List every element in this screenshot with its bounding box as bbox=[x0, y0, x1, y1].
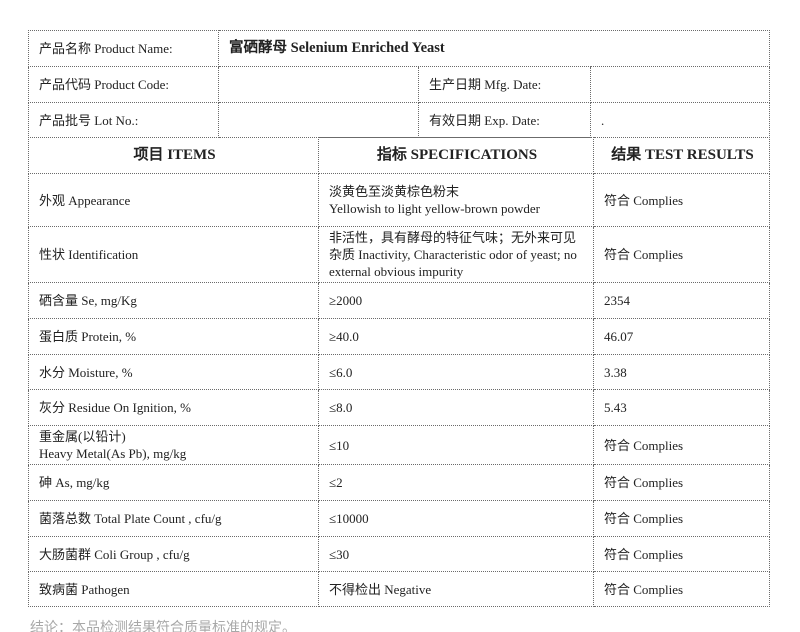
specifications-header: 指标 SPECIFICATIONS bbox=[318, 137, 594, 174]
result-cell: 符合 Complies bbox=[593, 173, 770, 227]
results-header: 结果 TEST RESULTS bbox=[593, 137, 770, 174]
product-code-value bbox=[218, 66, 419, 103]
spec-cell: 非活性，具有酵母的特征气味；无外来可见杂质 Inactivity, Charac… bbox=[318, 226, 594, 283]
item-cell: 硒含量 Se, mg/Kg bbox=[28, 282, 319, 319]
spec-line-cn: 淡黄色至淡黄棕色粉末 bbox=[329, 184, 460, 199]
result-cell: 5.43 bbox=[593, 389, 770, 426]
item-cell: 大肠菌群 Coli Group , cfu/g bbox=[28, 536, 319, 572]
lot-no-row: 产品批号 Lot No.: 有效日期 Exp. Date: . bbox=[28, 102, 771, 138]
item-cell: 致病菌 Pathogen bbox=[28, 571, 319, 607]
result-cell: 3.38 bbox=[593, 354, 770, 390]
result-cell: 46.07 bbox=[593, 318, 770, 355]
exp-date-value: . bbox=[589, 102, 771, 138]
table-row-selenium: 硒含量 Se, mg/Kg ≥2000 2354 bbox=[28, 282, 770, 319]
product-name-value: 富硒酵母 Selenium Enriched Yeast bbox=[217, 30, 771, 67]
item-cell: 灰分 Residue On Ignition, % bbox=[28, 389, 319, 426]
table-row-residue: 灰分 Residue On Ignition, % ≤8.0 5.43 bbox=[28, 389, 770, 426]
lot-no-value bbox=[218, 102, 419, 138]
result-cell: 符合 Complies bbox=[593, 500, 770, 537]
spec-cell: ≤2 bbox=[318, 464, 594, 501]
mfg-date-value bbox=[589, 66, 771, 103]
item-cell: 菌落总数 Total Plate Count , cfu/g bbox=[28, 500, 319, 537]
spec-cell: ≤30 bbox=[318, 536, 594, 572]
product-name-row: 产品名称 Product Name: 富硒酵母 Selenium Enriche… bbox=[28, 30, 771, 67]
spec-cell: ≥2000 bbox=[318, 282, 594, 319]
result-cell: 符合 Complies bbox=[593, 571, 770, 607]
product-code-row: 产品代码 Product Code: 生产日期 Mfg. Date: bbox=[28, 66, 771, 103]
table-row-total-plate-count: 菌落总数 Total Plate Count , cfu/g ≤10000 符合… bbox=[28, 500, 770, 537]
table-row-coli-group: 大肠菌群 Coli Group , cfu/g ≤30 符合 Complies bbox=[28, 536, 770, 572]
product-name-label: 产品名称 Product Name: bbox=[28, 30, 219, 67]
table-row-pathogen: 致病菌 Pathogen 不得检出 Negative 符合 Complies bbox=[28, 571, 770, 607]
exp-date-label: 有效日期 Exp. Date: bbox=[418, 102, 591, 138]
spec-cell: 不得检出 Negative bbox=[318, 571, 594, 607]
spec-cell: ≤10000 bbox=[318, 500, 594, 537]
item-cell: 蛋白质 Protein, % bbox=[28, 318, 319, 355]
table-row-appearance: 外观 Appearance 淡黄色至淡黄棕色粉末 Yellowish to li… bbox=[28, 173, 770, 227]
spec-cell: ≤10 bbox=[318, 425, 594, 465]
table-header-row: 项目 ITEMS 指标 SPECIFICATIONS 结果 TEST RESUL… bbox=[28, 137, 770, 174]
mfg-date-label: 生产日期 Mfg. Date: bbox=[418, 66, 591, 103]
item-cell: 性状 Identification bbox=[28, 226, 319, 283]
test-results-table: 项目 ITEMS 指标 SPECIFICATIONS 结果 TEST RESUL… bbox=[28, 137, 770, 607]
product-info-table: 产品名称 Product Name: 富硒酵母 Selenium Enriche… bbox=[28, 30, 771, 138]
spec-cell: ≤6.0 bbox=[318, 354, 594, 390]
table-row-heavy-metal: 重金属(以铅计) Heavy Metal(As Pb), mg/kg ≤10 符… bbox=[28, 425, 770, 465]
product-code-label: 产品代码 Product Code: bbox=[28, 66, 219, 103]
table-row-moisture: 水分 Moisture, % ≤6.0 3.38 bbox=[28, 354, 770, 390]
result-cell: 符合 Complies bbox=[593, 226, 770, 283]
item-cell: 砷 As, mg/kg bbox=[28, 464, 319, 501]
table-row-arsenic: 砷 As, mg/kg ≤2 符合 Complies bbox=[28, 464, 770, 501]
item-line-cn: 重金属(以铅计) bbox=[39, 429, 126, 444]
result-cell: 符合 Complies bbox=[593, 536, 770, 572]
table-row-identification: 性状 Identification 非活性，具有酵母的特征气味；无外来可见杂质 … bbox=[28, 226, 770, 283]
coa-document: 产品名称 Product Name: 富硒酵母 Selenium Enriche… bbox=[28, 30, 771, 607]
item-line-en: Heavy Metal(As Pb), mg/kg bbox=[39, 446, 187, 461]
item-cell: 外观 Appearance bbox=[28, 173, 319, 227]
item-cell: 重金属(以铅计) Heavy Metal(As Pb), mg/kg bbox=[28, 425, 319, 465]
table-row-protein: 蛋白质 Protein, % ≥40.0 46.07 bbox=[28, 318, 770, 355]
footer-note-clipped: 结论：本品检测结果符合质量标准的规定。 bbox=[30, 621, 296, 632]
result-cell: 符合 Complies bbox=[593, 425, 770, 465]
spec-line-en: Yellowish to light yellow-brown powder bbox=[329, 201, 541, 216]
result-cell: 2354 bbox=[593, 282, 770, 319]
lot-no-label: 产品批号 Lot No.: bbox=[28, 102, 219, 138]
spec-cell: 淡黄色至淡黄棕色粉末 Yellowish to light yellow-bro… bbox=[318, 173, 594, 227]
spec-cell: ≥40.0 bbox=[318, 318, 594, 355]
item-cell: 水分 Moisture, % bbox=[28, 354, 319, 390]
spec-cell: ≤8.0 bbox=[318, 389, 594, 426]
items-header: 项目 ITEMS bbox=[28, 137, 319, 174]
result-cell: 符合 Complies bbox=[593, 464, 770, 501]
